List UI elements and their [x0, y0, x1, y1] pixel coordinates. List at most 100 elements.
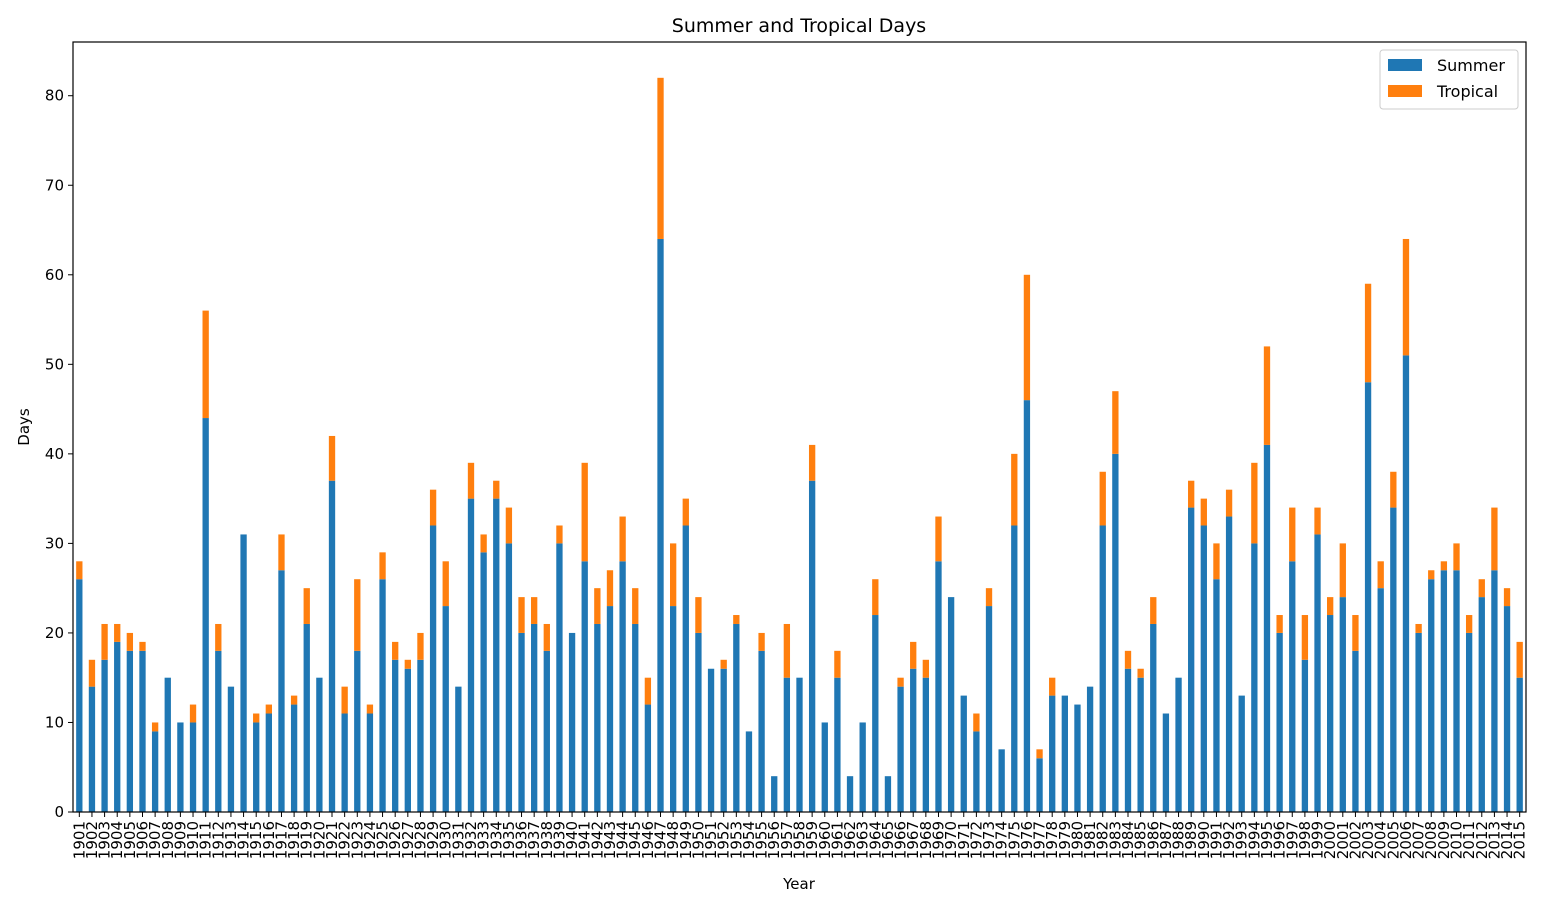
x-tick-label: 2000 [1321, 821, 1339, 859]
x-tick-label: 1923 [348, 821, 366, 859]
bar-summer-1940 [568, 632, 576, 812]
bar-summer-1947 [657, 238, 664, 812]
bar-summer-1937 [531, 623, 538, 812]
bar-tropical-1948 [669, 543, 677, 607]
x-tick-label: 2015 [1511, 821, 1529, 859]
bar-tropical-1957 [783, 623, 791, 678]
x-tick-label: 1983 [1106, 821, 1124, 859]
bar-summer-1997 [1289, 561, 1296, 812]
bar-summer-1901 [76, 579, 83, 812]
bar-tropical-1929 [429, 489, 437, 526]
bar-tropical-1932 [467, 462, 475, 499]
x-tick-label: 2011 [1460, 821, 1478, 859]
bar-tropical-1922 [341, 686, 348, 714]
x-tick-label: 1958 [791, 821, 809, 859]
bar-summer-1998 [1301, 659, 1309, 812]
x-tick-label: 1934 [487, 821, 505, 859]
x-tick-label: 1912 [209, 821, 227, 859]
bar-summer-1988 [1175, 677, 1182, 812]
bar-summer-1994 [1251, 543, 1258, 812]
bar-summer-1960 [821, 722, 828, 812]
x-tick-label: 1988 [1170, 821, 1188, 859]
bar-tropical-1930 [442, 561, 449, 607]
bar-tropical-1901 [76, 561, 83, 580]
x-tick-label: 1938 [538, 821, 556, 859]
x-tick-label: 1910 [184, 821, 202, 859]
x-tick-label: 1918 [285, 821, 303, 859]
bar-tropical-2008 [1428, 570, 1435, 580]
x-tick-label: 2001 [1334, 821, 1352, 859]
x-tick-label: 1928 [411, 821, 429, 859]
x-tick-label: 1993 [1233, 821, 1251, 859]
x-tick-label: 1908 [159, 821, 177, 859]
x-tick-label: 1977 [1031, 821, 1049, 859]
bar-summer-1978 [1049, 695, 1056, 812]
chart-title: Summer and Tropical Days [672, 15, 926, 37]
bar-tropical-1918 [290, 695, 298, 705]
y-axis-label: Days [15, 408, 33, 446]
bar-summer-2010 [1453, 570, 1460, 812]
x-tick-label: 1927 [399, 821, 417, 859]
x-tick-label: 1919 [298, 821, 316, 859]
bar-summer-1919 [303, 623, 310, 812]
bar-summer-1981 [1086, 686, 1094, 812]
bar-tropical-1966 [897, 677, 904, 687]
bar-summer-2007 [1415, 632, 1422, 812]
x-tick-label: 2007 [1410, 821, 1428, 859]
bar-summer-1974 [998, 749, 1005, 812]
bar-summer-1926 [392, 659, 399, 812]
bar-summer-2013 [1491, 570, 1498, 812]
bar-tropical-1973 [985, 588, 993, 607]
x-tick-label: 1957 [778, 821, 796, 859]
x-tick-label: 1920 [310, 821, 328, 859]
bar-tropical-2015 [1516, 641, 1523, 678]
x-tick-label: 1963 [854, 821, 872, 859]
bar-summer-1941 [581, 561, 588, 812]
y-tick-label: 40 [45, 445, 64, 463]
bar-summer-1913 [227, 686, 235, 812]
bar-summer-1920 [316, 677, 323, 812]
bar-summer-1905 [126, 650, 134, 812]
bar-summer-1972 [973, 731, 980, 812]
x-tick-label: 1997 [1283, 821, 1301, 859]
bar-tropical-1916 [265, 704, 272, 714]
x-tick-label: 1902 [83, 821, 101, 859]
bar-summer-1963 [859, 722, 866, 812]
x-tick-label: 1981 [1081, 821, 1099, 859]
bar-summer-2011 [1465, 632, 1473, 812]
x-tick-label: 1967 [904, 821, 922, 859]
bar-summer-1973 [985, 606, 993, 812]
bar-tropical-1947 [657, 77, 664, 239]
x-tick-label: 1985 [1132, 821, 1150, 859]
x-tick-label: 1989 [1182, 821, 1200, 859]
x-tick-label: 1931 [449, 821, 467, 859]
x-tick-label: 1972 [967, 821, 985, 859]
y-tick-label: 30 [45, 534, 64, 552]
bar-summer-1949 [682, 525, 689, 812]
x-tick-label: 2008 [1422, 821, 1440, 859]
bar-summer-1991 [1213, 579, 1220, 812]
bar-summer-1982 [1099, 525, 1106, 812]
x-tick-label: 1925 [374, 821, 392, 859]
bar-summer-2004 [1377, 588, 1384, 812]
y-tick-label: 70 [45, 176, 64, 194]
bar-summer-1930 [442, 606, 449, 812]
bar-tropical-1912 [215, 623, 222, 651]
x-tick-label: 1917 [272, 821, 290, 859]
x-tick-label: 1966 [892, 821, 910, 859]
bar-summer-1915 [253, 722, 260, 812]
x-tick-label: 1960 [816, 821, 834, 859]
bar-summer-2014 [1503, 606, 1511, 812]
bar-summer-2002 [1352, 650, 1359, 812]
bar-summer-1902 [88, 686, 96, 812]
bar-tropical-2010 [1453, 543, 1460, 571]
bar-tropical-1994 [1251, 462, 1258, 544]
x-tick-label: 1962 [841, 821, 859, 859]
bar-summer-1912 [215, 650, 222, 812]
bar-tropical-1924 [366, 704, 374, 714]
bar-summer-2003 [1364, 382, 1372, 812]
bar-tropical-1945 [632, 588, 639, 624]
x-tick-label: 2004 [1372, 821, 1390, 859]
bar-tropical-1933 [480, 534, 487, 553]
